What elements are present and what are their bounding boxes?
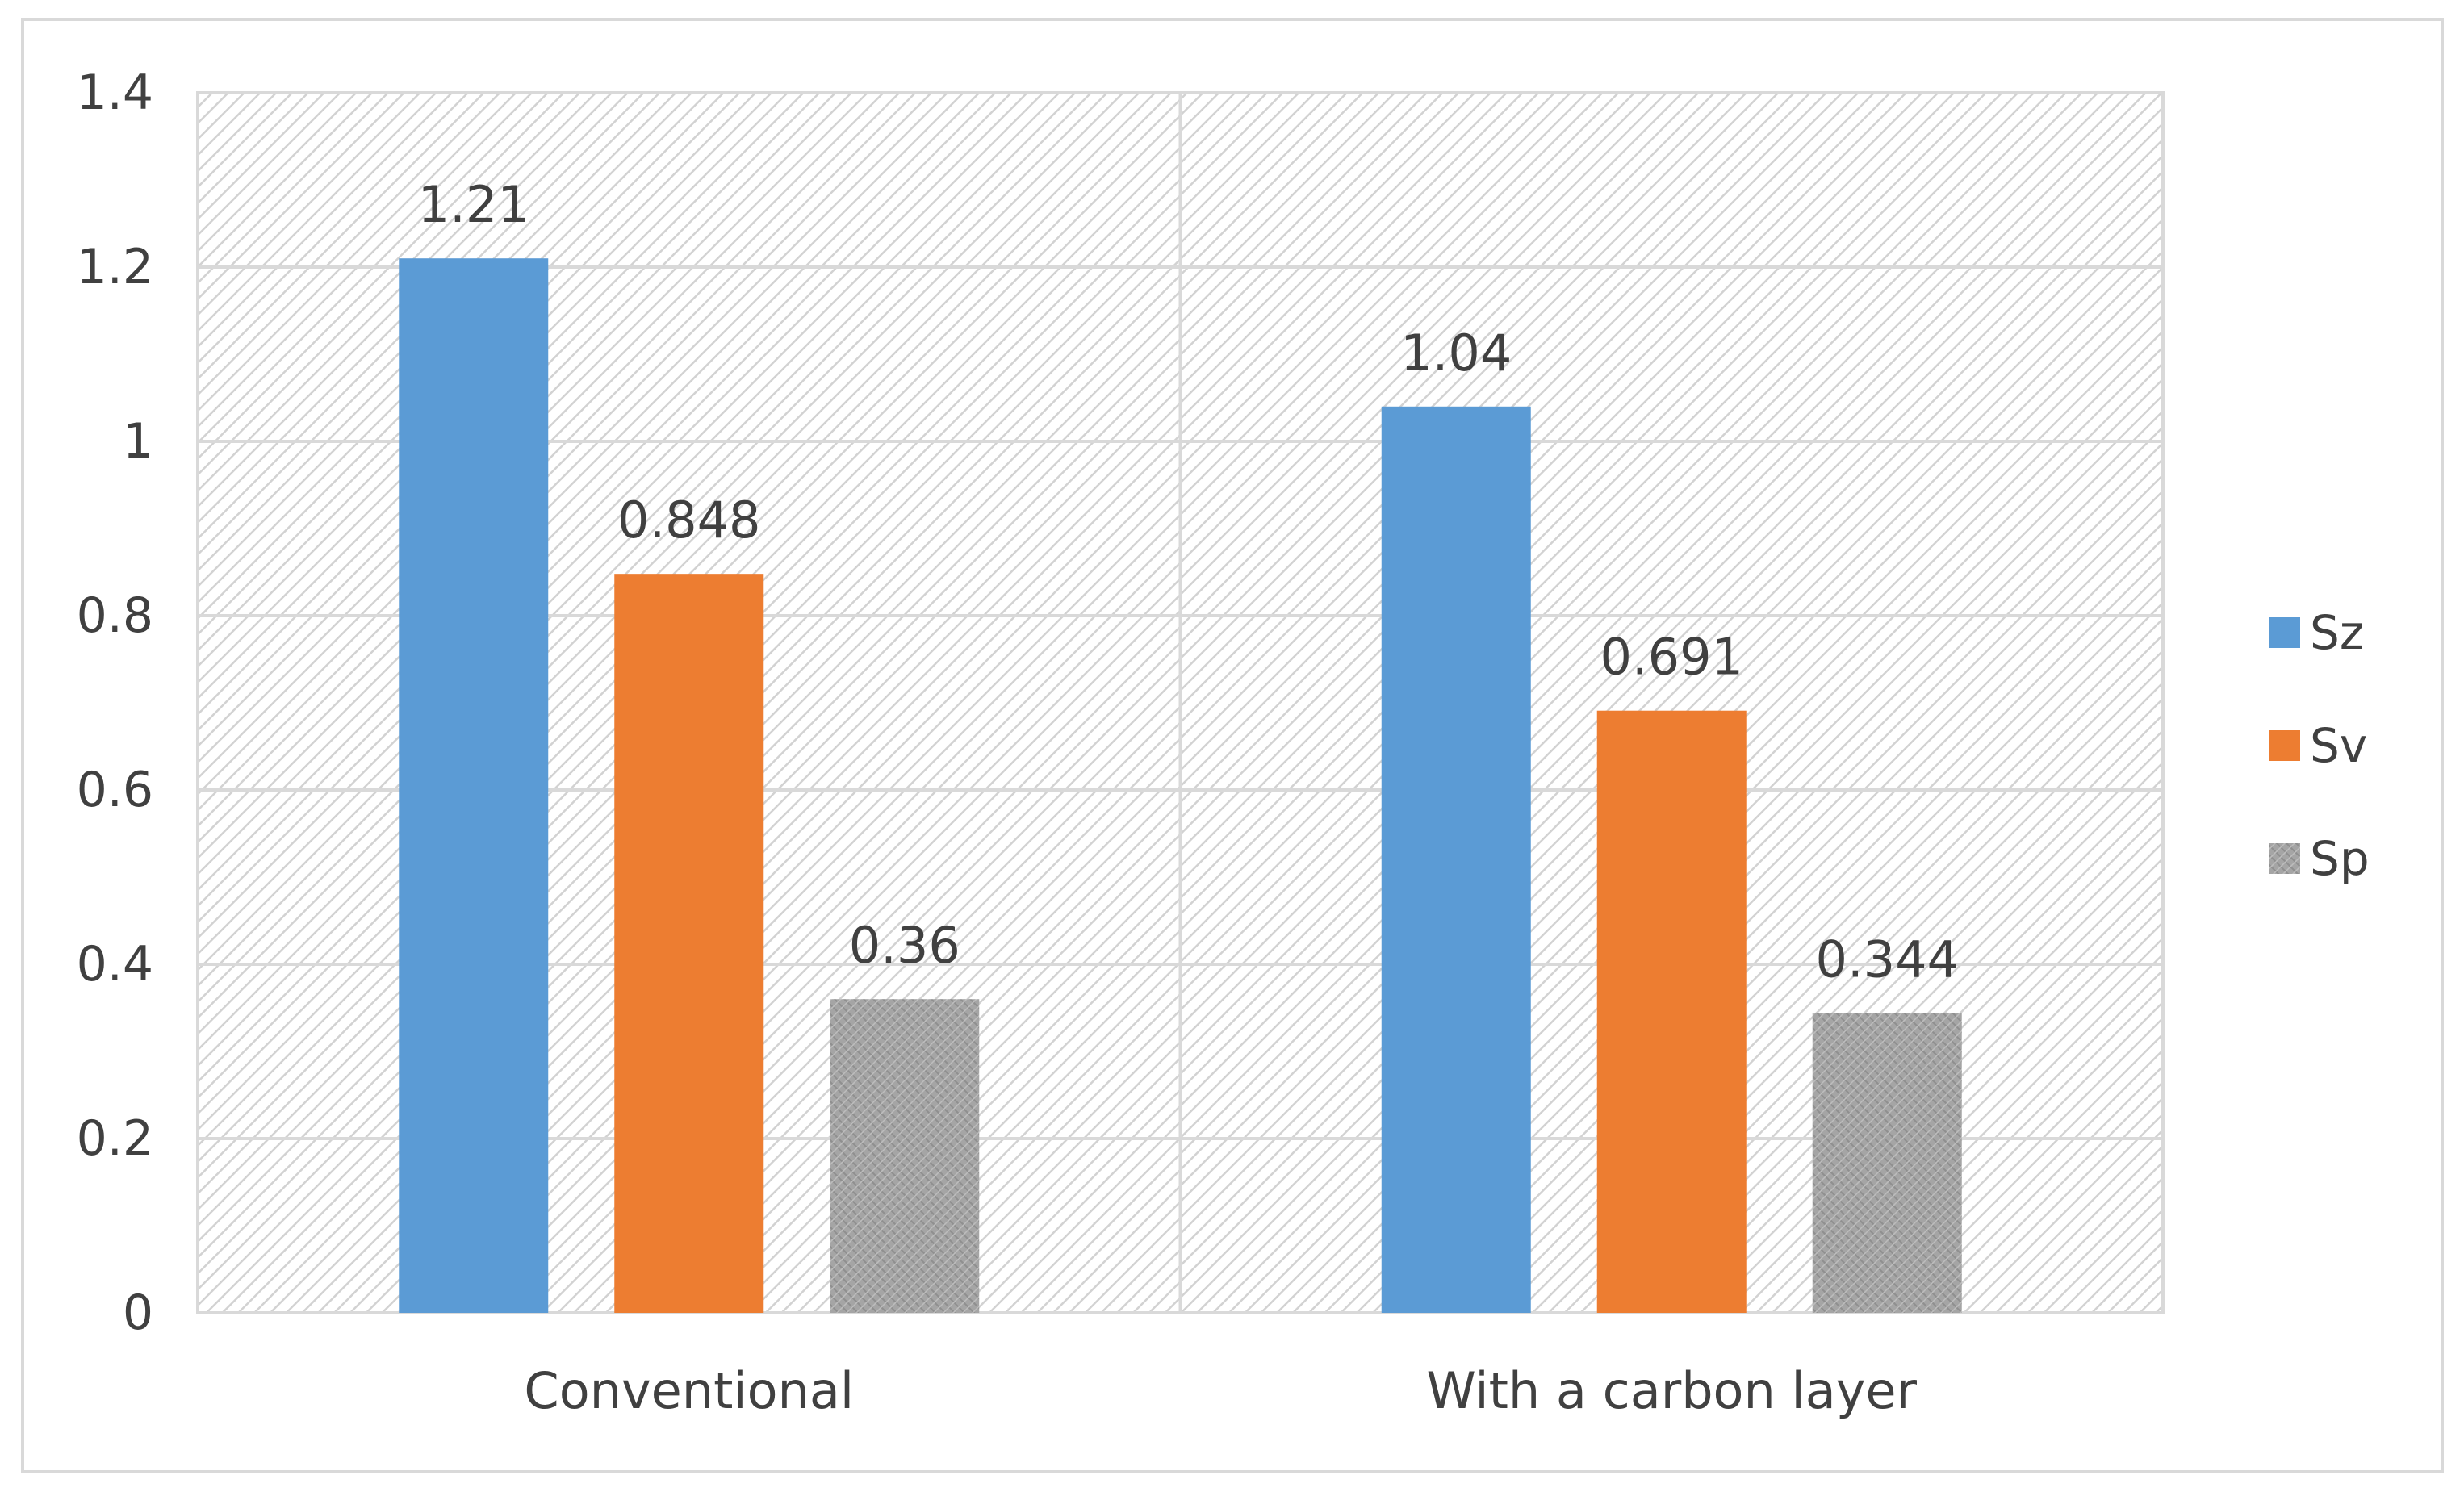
x-tick-label-0: Conventional [524, 1361, 854, 1420]
y-tick-label-3: 0.6 [77, 762, 153, 818]
data-label-sv-1: 0.691 [1600, 628, 1744, 687]
data-label-sz-0: 1.21 [418, 175, 529, 234]
bar-sv-0 [614, 574, 764, 1313]
bar-sz-0 [399, 258, 549, 1314]
x-tick-label-1: With a carbon layer [1426, 1361, 1917, 1420]
legend-label-sv: Sv [2310, 718, 2367, 773]
legend-swatch-sp [2269, 843, 2300, 874]
bar-sz-1 [1381, 406, 1531, 1313]
data-label-sp-0: 0.36 [849, 916, 960, 975]
y-axis: 0 0.2 0.4 0.6 0.8 1 1.2 1.4 [77, 65, 153, 1341]
y-tick-label-1: 0.2 [77, 1110, 153, 1167]
y-tick-label-6: 1.2 [77, 239, 153, 295]
bar-sv-1 [1596, 710, 1747, 1313]
y-tick-label-2: 0.4 [77, 936, 153, 993]
y-tick-label-5: 1 [123, 413, 153, 470]
legend: Sz Sv Sp [2269, 605, 2370, 886]
legend-label-sz: Sz [2310, 605, 2364, 660]
data-label-sp-1: 0.344 [1816, 930, 1960, 988]
bar-sp-0 [830, 999, 980, 1313]
y-tick-label-0: 0 [123, 1285, 153, 1341]
data-label-sz-1: 1.04 [1400, 324, 1512, 382]
x-axis: Conventional With a carbon layer [524, 1361, 1917, 1420]
y-tick-label-4: 0.8 [77, 587, 153, 644]
data-labels: 1.21 0.848 0.36 1.04 0.691 0.344 [418, 175, 1959, 988]
legend-swatch-sz [2269, 617, 2300, 648]
bar-sp-1 [1812, 1013, 1962, 1313]
bars [399, 258, 1962, 1314]
data-label-sv-0: 0.848 [617, 491, 761, 550]
y-tick-label-7: 1.4 [77, 65, 153, 121]
legend-label-sp: Sp [2310, 831, 2370, 886]
legend-swatch-sv [2269, 730, 2300, 761]
